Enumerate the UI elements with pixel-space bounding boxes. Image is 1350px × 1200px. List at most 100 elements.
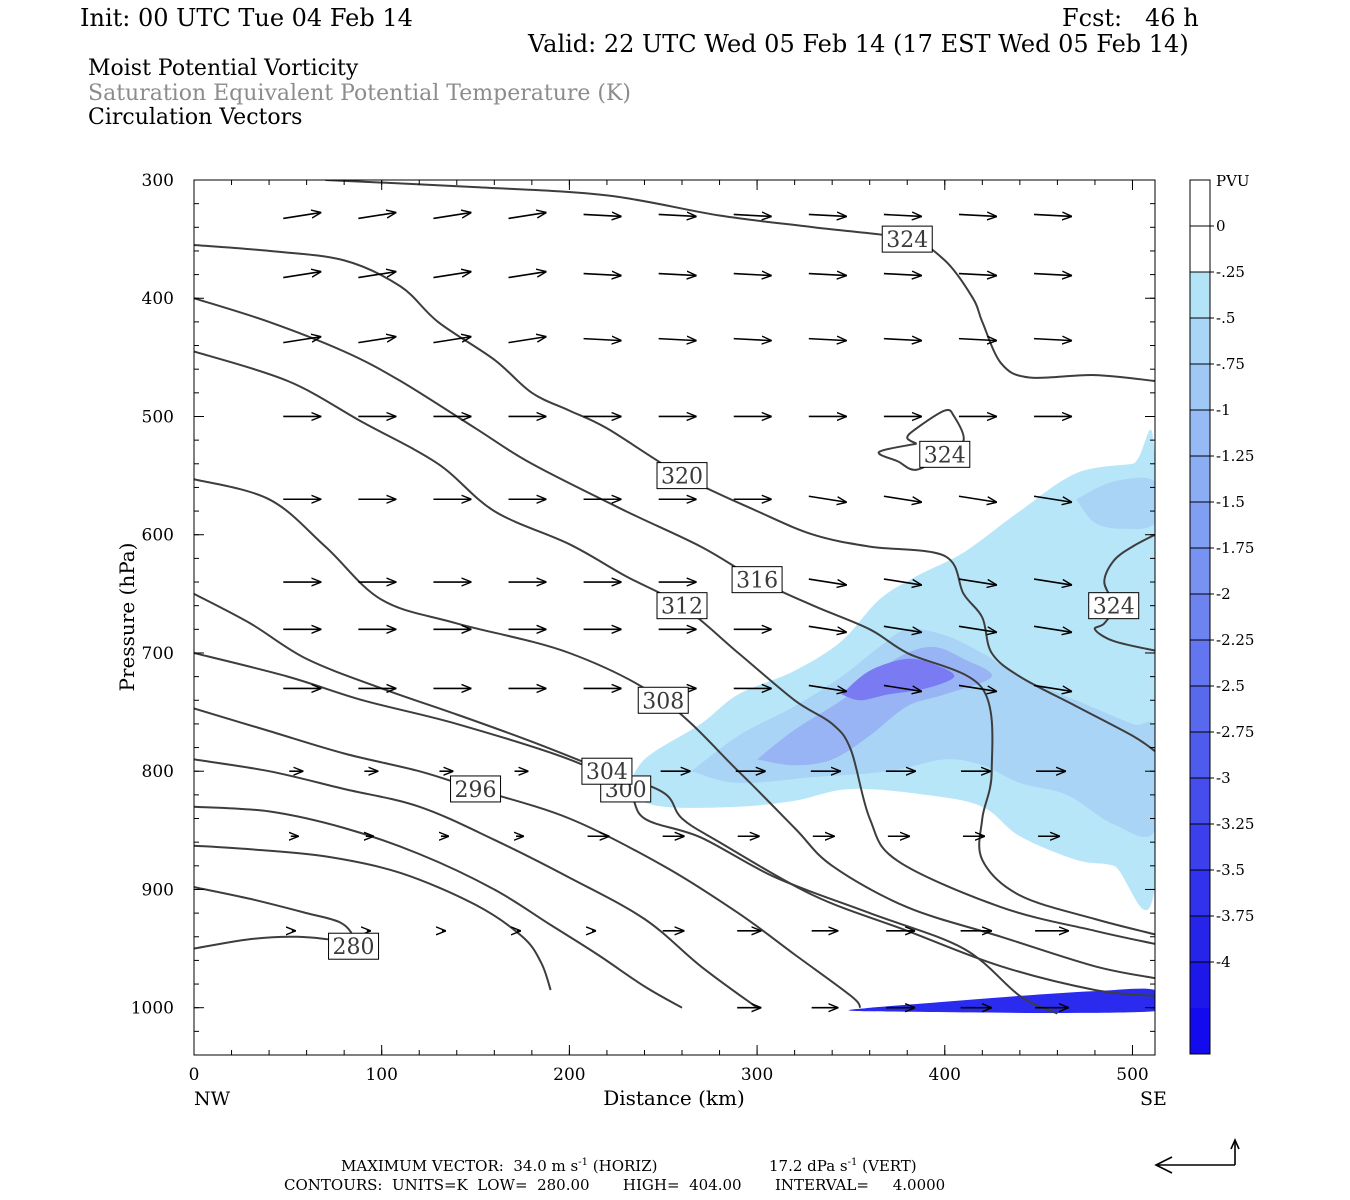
circulation-vector [1034, 214, 1072, 216]
colorbar-cell [1190, 1008, 1210, 1055]
y-tick-label: 900 [142, 880, 174, 900]
colorbar-cell [1190, 962, 1210, 1009]
y-tick-label: 500 [142, 407, 174, 427]
colorbar-cell [1190, 410, 1210, 457]
y-tick-label: 1000 [131, 999, 174, 1019]
circulation-vector [958, 578, 997, 585]
colorbar-label: 0 [1216, 217, 1226, 235]
circulation-vector [508, 272, 547, 279]
field-title-mpv: Moist Potential Vorticity [88, 56, 359, 81]
circulation-vector [958, 214, 997, 216]
y-tick-label: 400 [142, 289, 174, 309]
theta-contour-288 [194, 805, 683, 1009]
contour-label-296: 296 [450, 775, 502, 803]
circulation-vector [808, 625, 847, 632]
circulation-vector [1033, 625, 1072, 632]
x-axis-label: Distance (km) [603, 1086, 745, 1110]
colorbar-label: -3 [1216, 769, 1231, 787]
max-vector-vert-exp: -1 [847, 1157, 858, 1168]
mpv-region-1 [691, 628, 1155, 837]
init-time: Init: 00 UTC Tue 04 Feb 14 [80, 4, 413, 32]
contour-label-324: 324 [1088, 592, 1140, 620]
circulation-vector [358, 337, 396, 344]
circulation-vector [1033, 495, 1072, 502]
circulation-vector [808, 339, 847, 341]
colorbar-cell [1190, 870, 1210, 917]
colorbar-cell [1190, 364, 1210, 411]
circulation-vector [958, 495, 997, 502]
colorbar-cell [1190, 732, 1210, 779]
circulation-vector [658, 339, 697, 341]
colorbar-label: -4 [1216, 953, 1231, 971]
circulation-vector [883, 339, 922, 341]
circulation-vector [808, 214, 847, 216]
colorbar-label: -.75 [1216, 355, 1245, 373]
circulation-vector [1033, 684, 1072, 691]
colorbar-label: -3.25 [1216, 815, 1254, 833]
forecast-hour: Fcst: 46 h [1062, 4, 1199, 32]
circulation-vector [883, 625, 922, 632]
theta-contour-316 [194, 297, 1155, 936]
contour-label-box [450, 775, 502, 803]
contour-info: CONTOURS: UNITS=K LOW= 280.00 HIGH= 404.… [284, 1176, 946, 1194]
theta-contour-324 [325, 180, 1155, 382]
circulation-vector [433, 337, 471, 344]
contour-label-text: 312 [661, 595, 703, 620]
contour-label-box [656, 592, 708, 620]
circulation-vector [958, 339, 997, 341]
colorbar-label: -1.5 [1216, 493, 1245, 511]
circulation-vector [1033, 578, 1072, 585]
contour-label-text: 320 [661, 465, 703, 490]
colorbar-cell [1190, 594, 1210, 641]
contour-label-box [328, 932, 380, 960]
theta-contour-324 [877, 408, 965, 471]
circulation-vector [883, 214, 922, 216]
contour-label-box [637, 686, 689, 714]
circulation-vector [733, 339, 772, 341]
colorbar-cell [1190, 640, 1210, 687]
circulation-vector [583, 214, 622, 216]
theta-contour-292 [194, 758, 758, 1009]
colorbar-cell [1190, 226, 1210, 273]
colorbar-label: -2.5 [1216, 677, 1245, 695]
x-tick-label: 500 [1116, 1065, 1148, 1085]
x-tick-label: 200 [553, 1065, 585, 1085]
contour-label-324: 324 [881, 225, 933, 253]
colorbar-frame [1189, 179, 1211, 1055]
colorbar-label: -1.75 [1216, 539, 1254, 557]
mpv-region-3 [841, 658, 955, 701]
circulation-vector [883, 684, 922, 691]
circulation-vector [433, 272, 471, 279]
contour-label-316: 316 [731, 566, 783, 594]
theta-contour-296 [194, 707, 862, 1009]
mpv-region-5 [848, 988, 1155, 1013]
circulation-vector [1034, 274, 1072, 276]
x-tick-label: 400 [929, 1065, 961, 1085]
colorbar-cell [1190, 502, 1210, 549]
contour-label-text: 296 [455, 778, 497, 803]
circulation-vector [658, 274, 697, 276]
contour-label-text: 304 [586, 760, 628, 785]
colorbar-cell [1190, 548, 1210, 595]
contour-label-280: 280 [328, 932, 380, 960]
circulation-vector [508, 337, 547, 344]
contour-label-box [919, 440, 971, 468]
field-title-theta-es: Saturation Equivalent Potential Temperat… [88, 81, 631, 106]
contour-label-text: 308 [642, 689, 684, 714]
plot-frame [193, 179, 1156, 1056]
circulation-vector [883, 578, 922, 585]
max-vector-label: MAXIMUM VECTOR: [341, 1157, 504, 1175]
colorbar-cell [1190, 456, 1210, 503]
colorbar-cell [1190, 272, 1210, 319]
max-vector-horiz: 34.0 m s [513, 1157, 579, 1175]
colorbar-label: -3.75 [1216, 907, 1254, 925]
colorbar-label: -2 [1216, 585, 1231, 603]
contour-label-text: 324 [1093, 595, 1135, 620]
valid-time: Valid: 22 UTC Wed 05 Feb 14 (17 EST Wed … [528, 30, 1189, 58]
y-tick-label: 700 [142, 644, 174, 664]
circulation-vector [583, 339, 622, 341]
theta-contour-284 [194, 844, 552, 991]
circulation-vector [283, 337, 321, 344]
contour-label-box [1088, 592, 1140, 620]
